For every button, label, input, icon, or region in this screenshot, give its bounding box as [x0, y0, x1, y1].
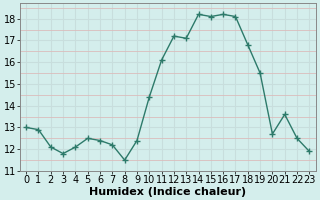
X-axis label: Humidex (Indice chaleur): Humidex (Indice chaleur)	[89, 187, 246, 197]
